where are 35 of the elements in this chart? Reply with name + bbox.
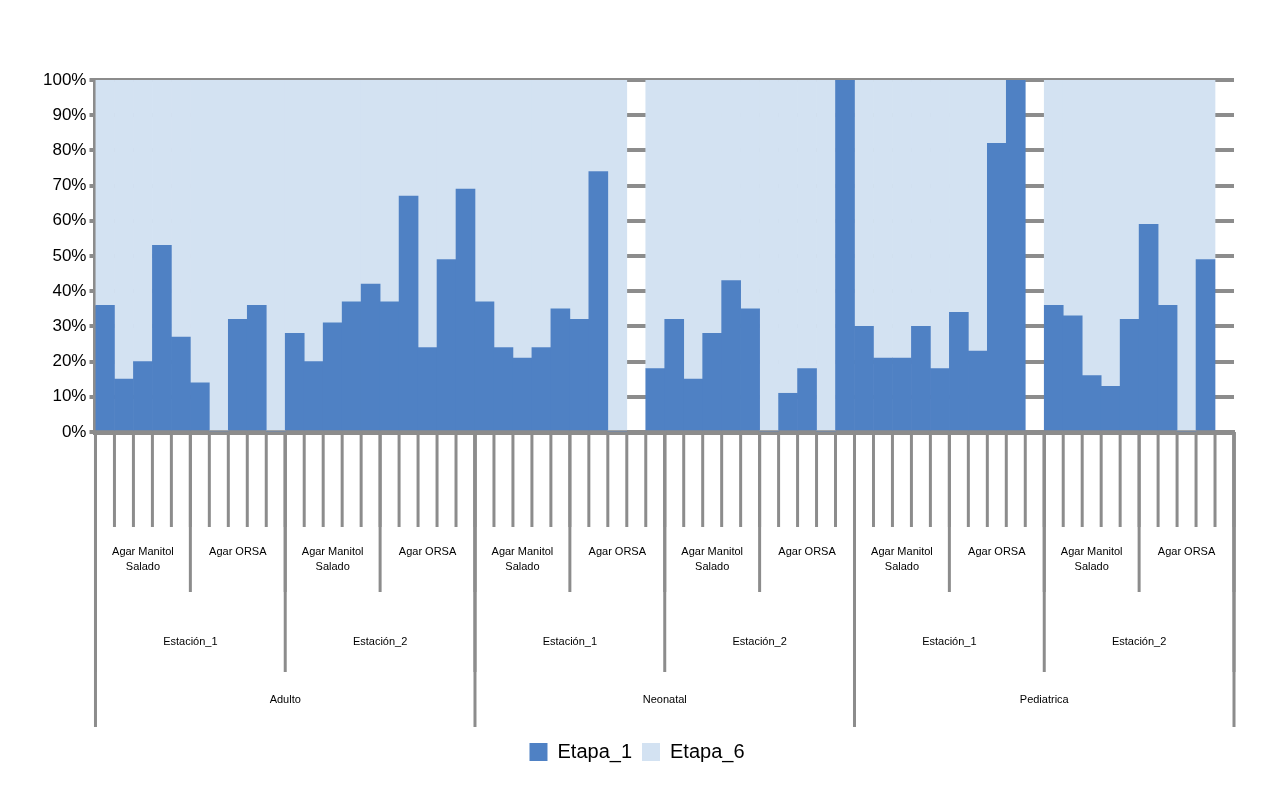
text: Estación_1 — [922, 635, 977, 648]
text: Agar Manitol Salado — [681, 545, 744, 573]
y-tick-label: 80% — [52, 140, 87, 160]
text: Neonatal — [642, 693, 687, 706]
legend-label: Etapa_1 — [557, 739, 632, 763]
text: Agar ORSA — [398, 545, 457, 558]
y-tick-label: 100% — [43, 69, 87, 89]
text: Estación_1 — [163, 635, 218, 648]
text: Estación_2 — [1111, 635, 1167, 648]
text: Adulto — [269, 693, 301, 706]
text: Agar Manitol Salado — [301, 545, 364, 573]
text: Estación_1 — [542, 635, 598, 648]
text: Estación_2 — [352, 635, 408, 648]
text: Agar ORSA — [209, 545, 268, 558]
y-tick-label: 50% — [52, 245, 87, 265]
text: Agar Manitol Salado — [491, 545, 554, 573]
legend-label: Etapa_6 — [670, 739, 745, 763]
text: Agar ORSA — [1157, 545, 1216, 558]
text: Agar Manitol Salado — [1060, 545, 1123, 573]
text: Agar Manitol Salado — [871, 545, 933, 573]
text: Agar ORSA — [588, 545, 647, 558]
text: Estación_2 — [732, 635, 787, 648]
text: Agar ORSA — [778, 545, 837, 558]
text: Agar ORSA — [968, 545, 1027, 558]
y-tick-label: 60% — [52, 210, 87, 230]
y-tick-label: 10% — [52, 386, 87, 406]
y-tick-label: 90% — [52, 104, 87, 124]
y-tick-label: 0% — [61, 421, 87, 441]
text: Pediatrica — [1019, 693, 1070, 706]
y-tick-label: 70% — [52, 175, 87, 195]
bar — [1195, 259, 1216, 431]
text: Agar Manitol Salado — [112, 545, 174, 573]
y-tick-label: 30% — [52, 316, 87, 336]
y-tick-label: 20% — [52, 351, 87, 371]
y-tick-label: 40% — [52, 280, 87, 300]
